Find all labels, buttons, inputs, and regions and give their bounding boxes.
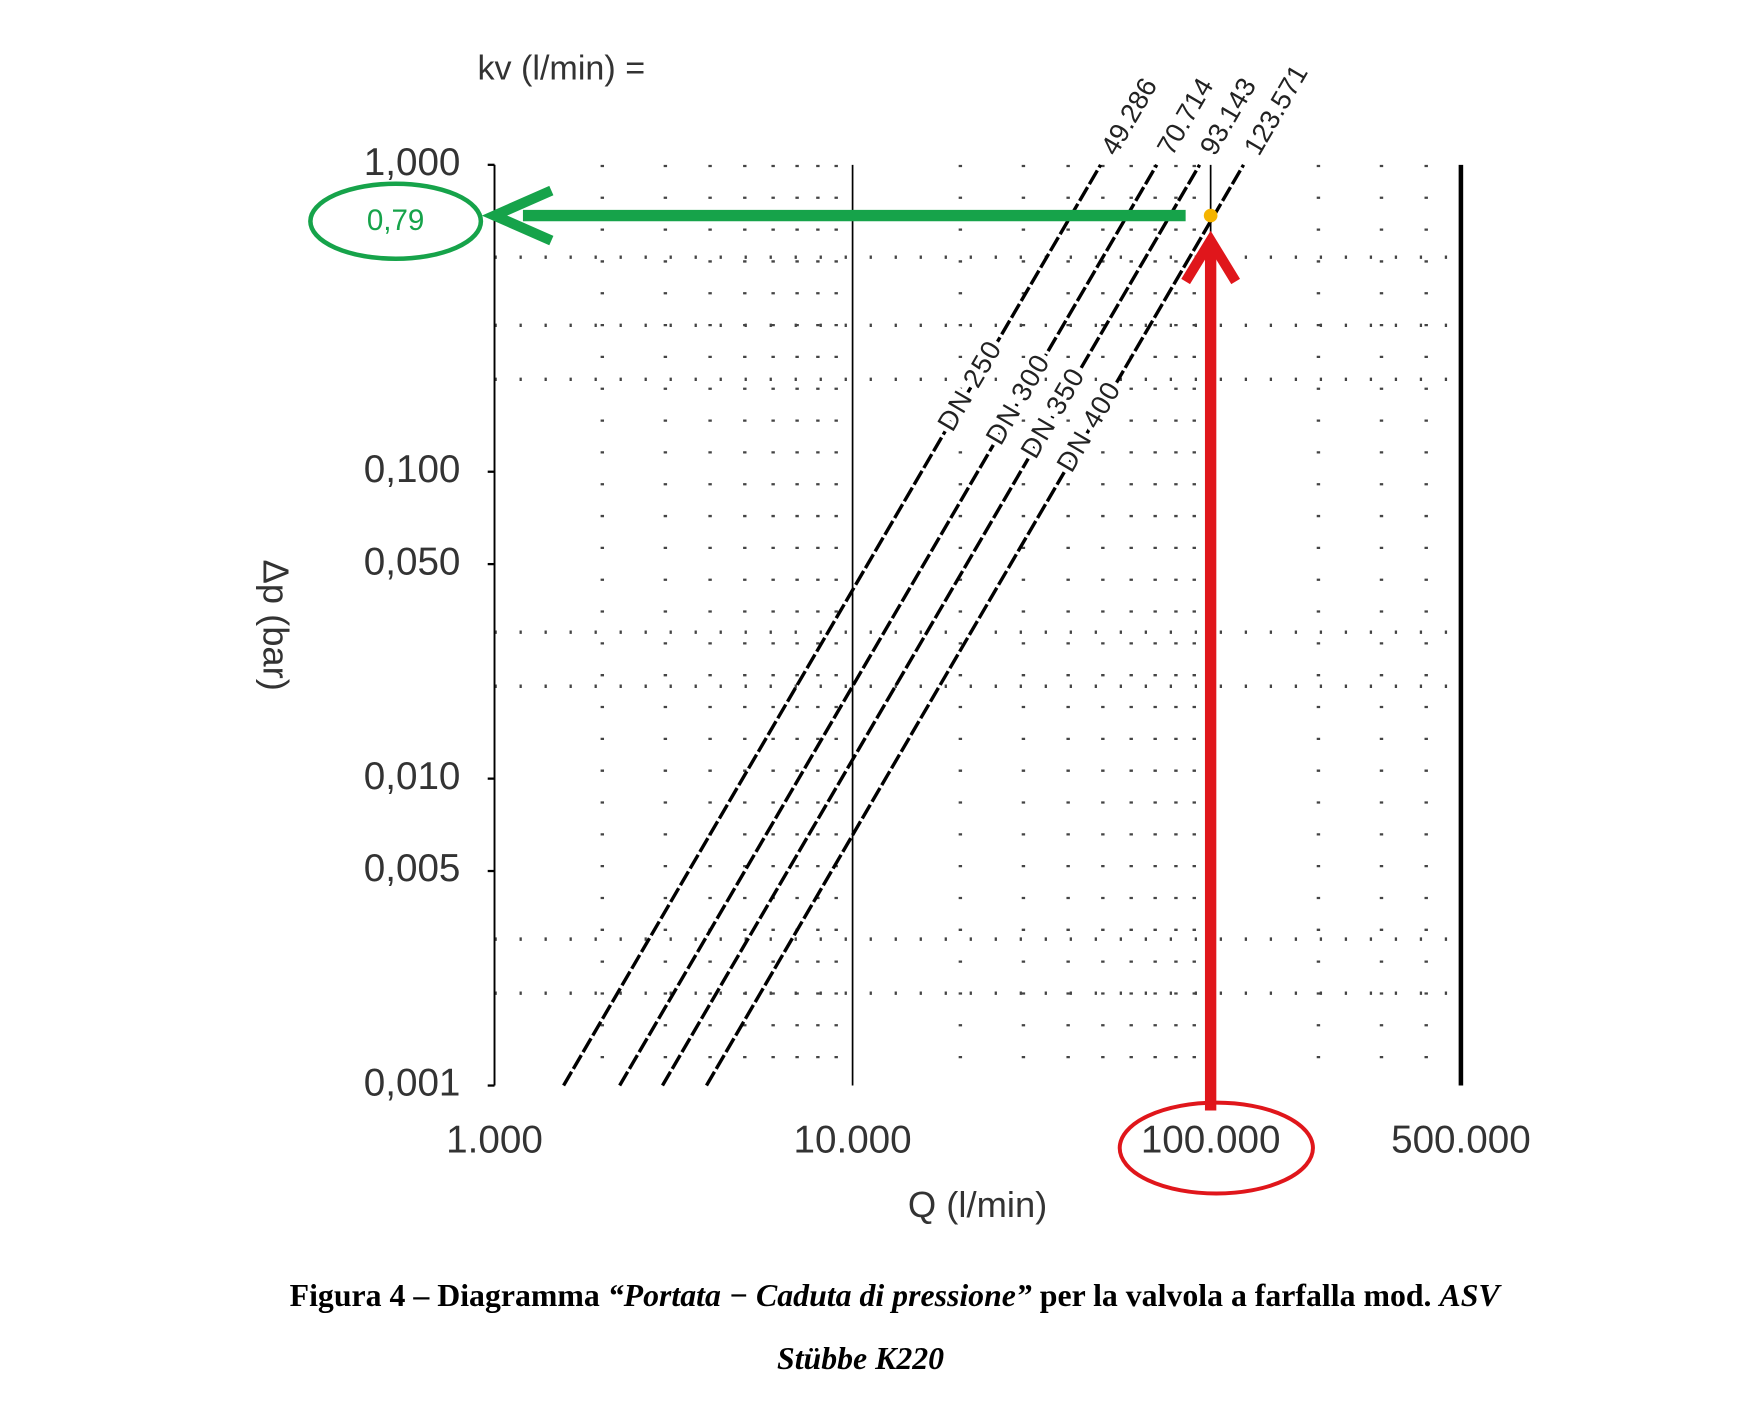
y-tick-label: 0,005	[364, 847, 461, 890]
y-tick-label: 0,100	[364, 448, 461, 491]
reading-point	[1203, 208, 1218, 223]
kv-line	[705, 163, 1246, 1087]
caption-text: ”	[1016, 1279, 1032, 1314]
arrow-head	[481, 185, 554, 246]
y-tick-label: 0,010	[364, 755, 461, 798]
plot: 1.000 10.000 100.000 500.000 0,001 0,005 0,010…	[308, 59, 1531, 1196]
y-tick-label: 1,000	[364, 141, 461, 184]
arrow-head	[1181, 230, 1241, 285]
x-tick-label: 10.000	[794, 1119, 912, 1162]
caption-text: “	[608, 1279, 624, 1314]
kv-line	[661, 163, 1202, 1087]
tick-circle	[1117, 1100, 1315, 1196]
y-tick-label: 0,050	[364, 540, 461, 583]
y-axis-label: Δp (bar)	[255, 559, 296, 690]
kv-line	[618, 163, 1159, 1087]
caption-text: Figura 4 – Diagramma	[290, 1279, 608, 1314]
x-tick-label: 100.000	[1141, 1119, 1281, 1162]
kv-line	[562, 163, 1103, 1087]
x-tick-label: 1.000	[446, 1119, 543, 1162]
caption-text: ASV	[1437, 1279, 1502, 1314]
caption-line-2: Stübbe K220	[777, 1341, 944, 1376]
reading-value: 0,79	[367, 204, 425, 237]
caption: Figura 4 – Diagramma “Portata − Caduta d…	[290, 1279, 1503, 1314]
kv-label: kv (l/min) =	[477, 49, 645, 87]
caption-text: per la valvola a farfalla mod.	[1032, 1279, 1440, 1314]
caption-text: Portata − Caduta di pressione	[623, 1279, 1016, 1314]
x-tick-label: 500.000	[1391, 1119, 1531, 1162]
y-tick-label: 0,001	[364, 1062, 461, 1105]
x-axis-label: Q (l/min)	[908, 1184, 1047, 1225]
value-circle	[308, 181, 484, 262]
